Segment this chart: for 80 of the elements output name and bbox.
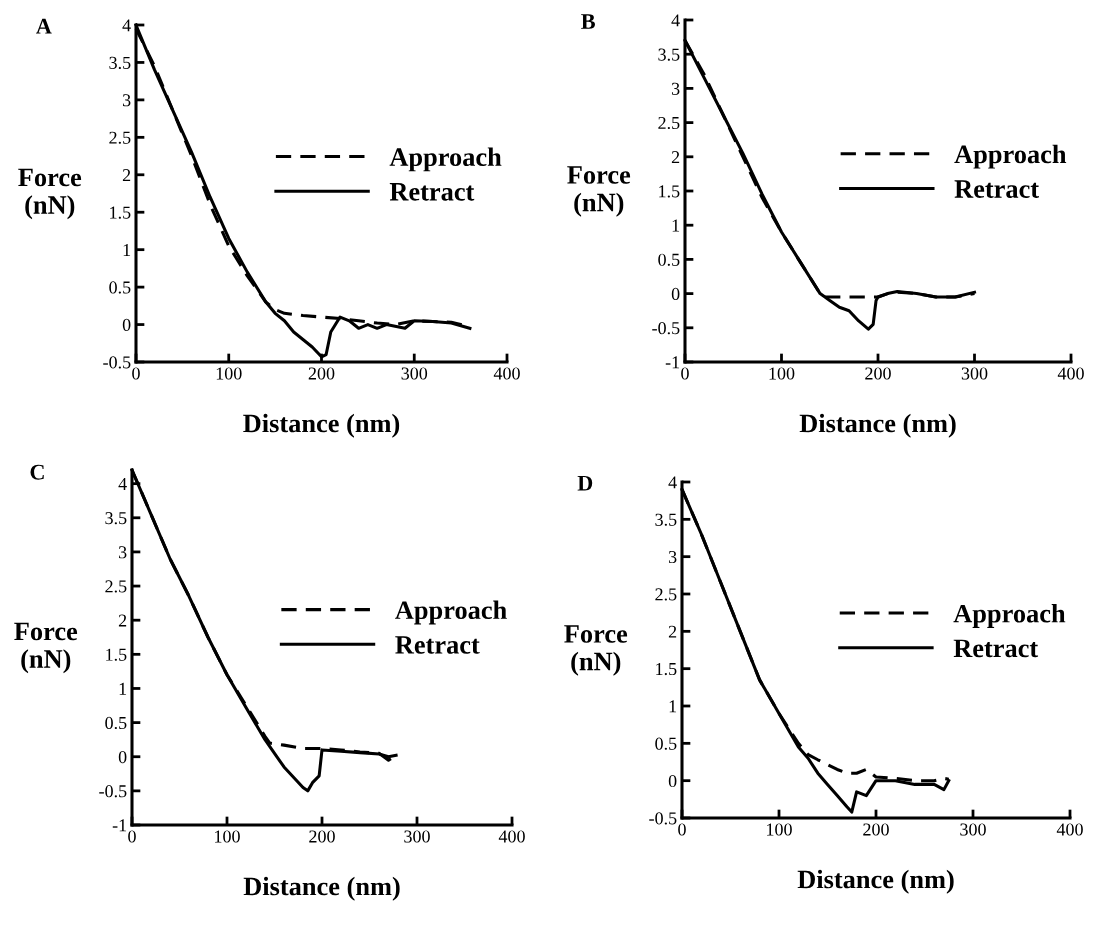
x-axis-title: Distance (nm) [799,413,956,438]
legend-label: Retract [953,639,1039,658]
y-tick-label: 2.5 [109,131,131,144]
y-tick-label: 1.5 [106,648,127,661]
y-tick-label: 3.5 [105,512,127,525]
y-tick-label: 0.5 [655,737,677,750]
y-tick-label: 3 [671,82,680,95]
x-axis-title: Distance (nm) [243,876,400,901]
y-axis-title: Force (nN) [564,625,628,676]
x-tick-label: 0 [681,367,689,380]
x-tick-label: 300 [960,823,986,836]
y-tick-label: 2 [671,151,680,164]
legend-label: Approach [954,144,1067,169]
chart-title: A [36,18,52,34]
x-tick-label: 100 [767,823,792,836]
y-tick-label: 1.5 [656,663,677,676]
legend-label: Approach [395,600,507,625]
x-tick-label: 0 [132,367,140,380]
legend-label: Retract [389,183,475,201]
x-tick-label: 300 [961,367,988,380]
y-tick-label: -1 [112,819,127,832]
chart-title: B [581,14,595,29]
y-tick-label: 2 [118,614,127,627]
y-tick-label: 0 [671,287,680,301]
y-tick-label: 3.5 [658,48,680,61]
y-tick-label: 0 [122,318,131,331]
legend-label: Retract [954,180,1039,198]
legend-label: Approach [953,603,1066,628]
y-tick-label: 1 [669,700,677,713]
y-tick-label: 1 [119,682,127,695]
x-tick-label: 100 [216,367,242,380]
x-tick-label: 200 [865,367,891,380]
y-tick-label: 4 [122,19,131,32]
y-tick-label: 2 [122,169,131,182]
y-tick-label: 4 [118,478,127,490]
x-tick-label: 400 [1056,823,1083,836]
y-tick-label: 0.5 [109,281,131,294]
x-tick-label: 300 [401,367,428,380]
x-tick-label: 400 [493,367,520,380]
y-tick-label: 3 [668,550,677,564]
y-tick-label: -0.5 [99,785,127,798]
x-tick-label: 300 [404,830,430,843]
x-tick-label: 100 [769,367,795,380]
x-tick-label: 400 [1057,367,1084,380]
y-tick-label: 0.5 [105,716,127,730]
x-axis-title: Distance (nm) [797,869,954,894]
legend-label: Retract [395,636,480,654]
y-tick-label: 3 [118,546,127,559]
y-tick-label: 0 [118,750,127,764]
y-tick-label: 1 [672,219,680,232]
y-tick-label: 2.5 [655,588,677,601]
y-axis-title: Force (nN) [14,622,78,674]
y-tick-label: -1 [665,356,680,369]
y-tick-label: 3 [122,94,131,107]
y-tick-label: 4 [671,14,680,27]
y-tick-label: 2 [668,625,677,638]
x-tick-label: 200 [309,830,335,843]
y-tick-label: -0.5 [652,322,680,335]
y-tick-label: 4 [668,476,677,489]
x-tick-label: 400 [498,830,525,843]
y-tick-label: 1.5 [110,206,131,219]
y-tick-label: 3.5 [655,513,677,526]
legend-label: Approach [389,147,502,172]
y-tick-label: 1.5 [659,185,680,198]
x-tick-label: 200 [863,823,889,836]
y-tick-label: -0.5 [103,356,131,369]
y-tick-label: 0.5 [658,253,680,266]
y-tick-label: 3.5 [109,56,131,69]
x-tick-label: 100 [215,830,240,843]
y-tick-label: 1 [123,244,131,256]
y-axis-title: Force (nN) [18,168,82,220]
y-axis-title: Force (nN) [567,166,631,217]
x-tick-label: 200 [308,367,335,380]
y-tick-label: 0 [668,774,677,788]
x-axis-title: Distance (nm) [243,413,400,438]
chart-title: D [577,475,593,491]
y-tick-label: -0.5 [649,812,677,825]
chart-title: C [30,464,44,480]
y-tick-label: 2.5 [658,116,680,130]
y-tick-label: 2.5 [105,580,127,593]
